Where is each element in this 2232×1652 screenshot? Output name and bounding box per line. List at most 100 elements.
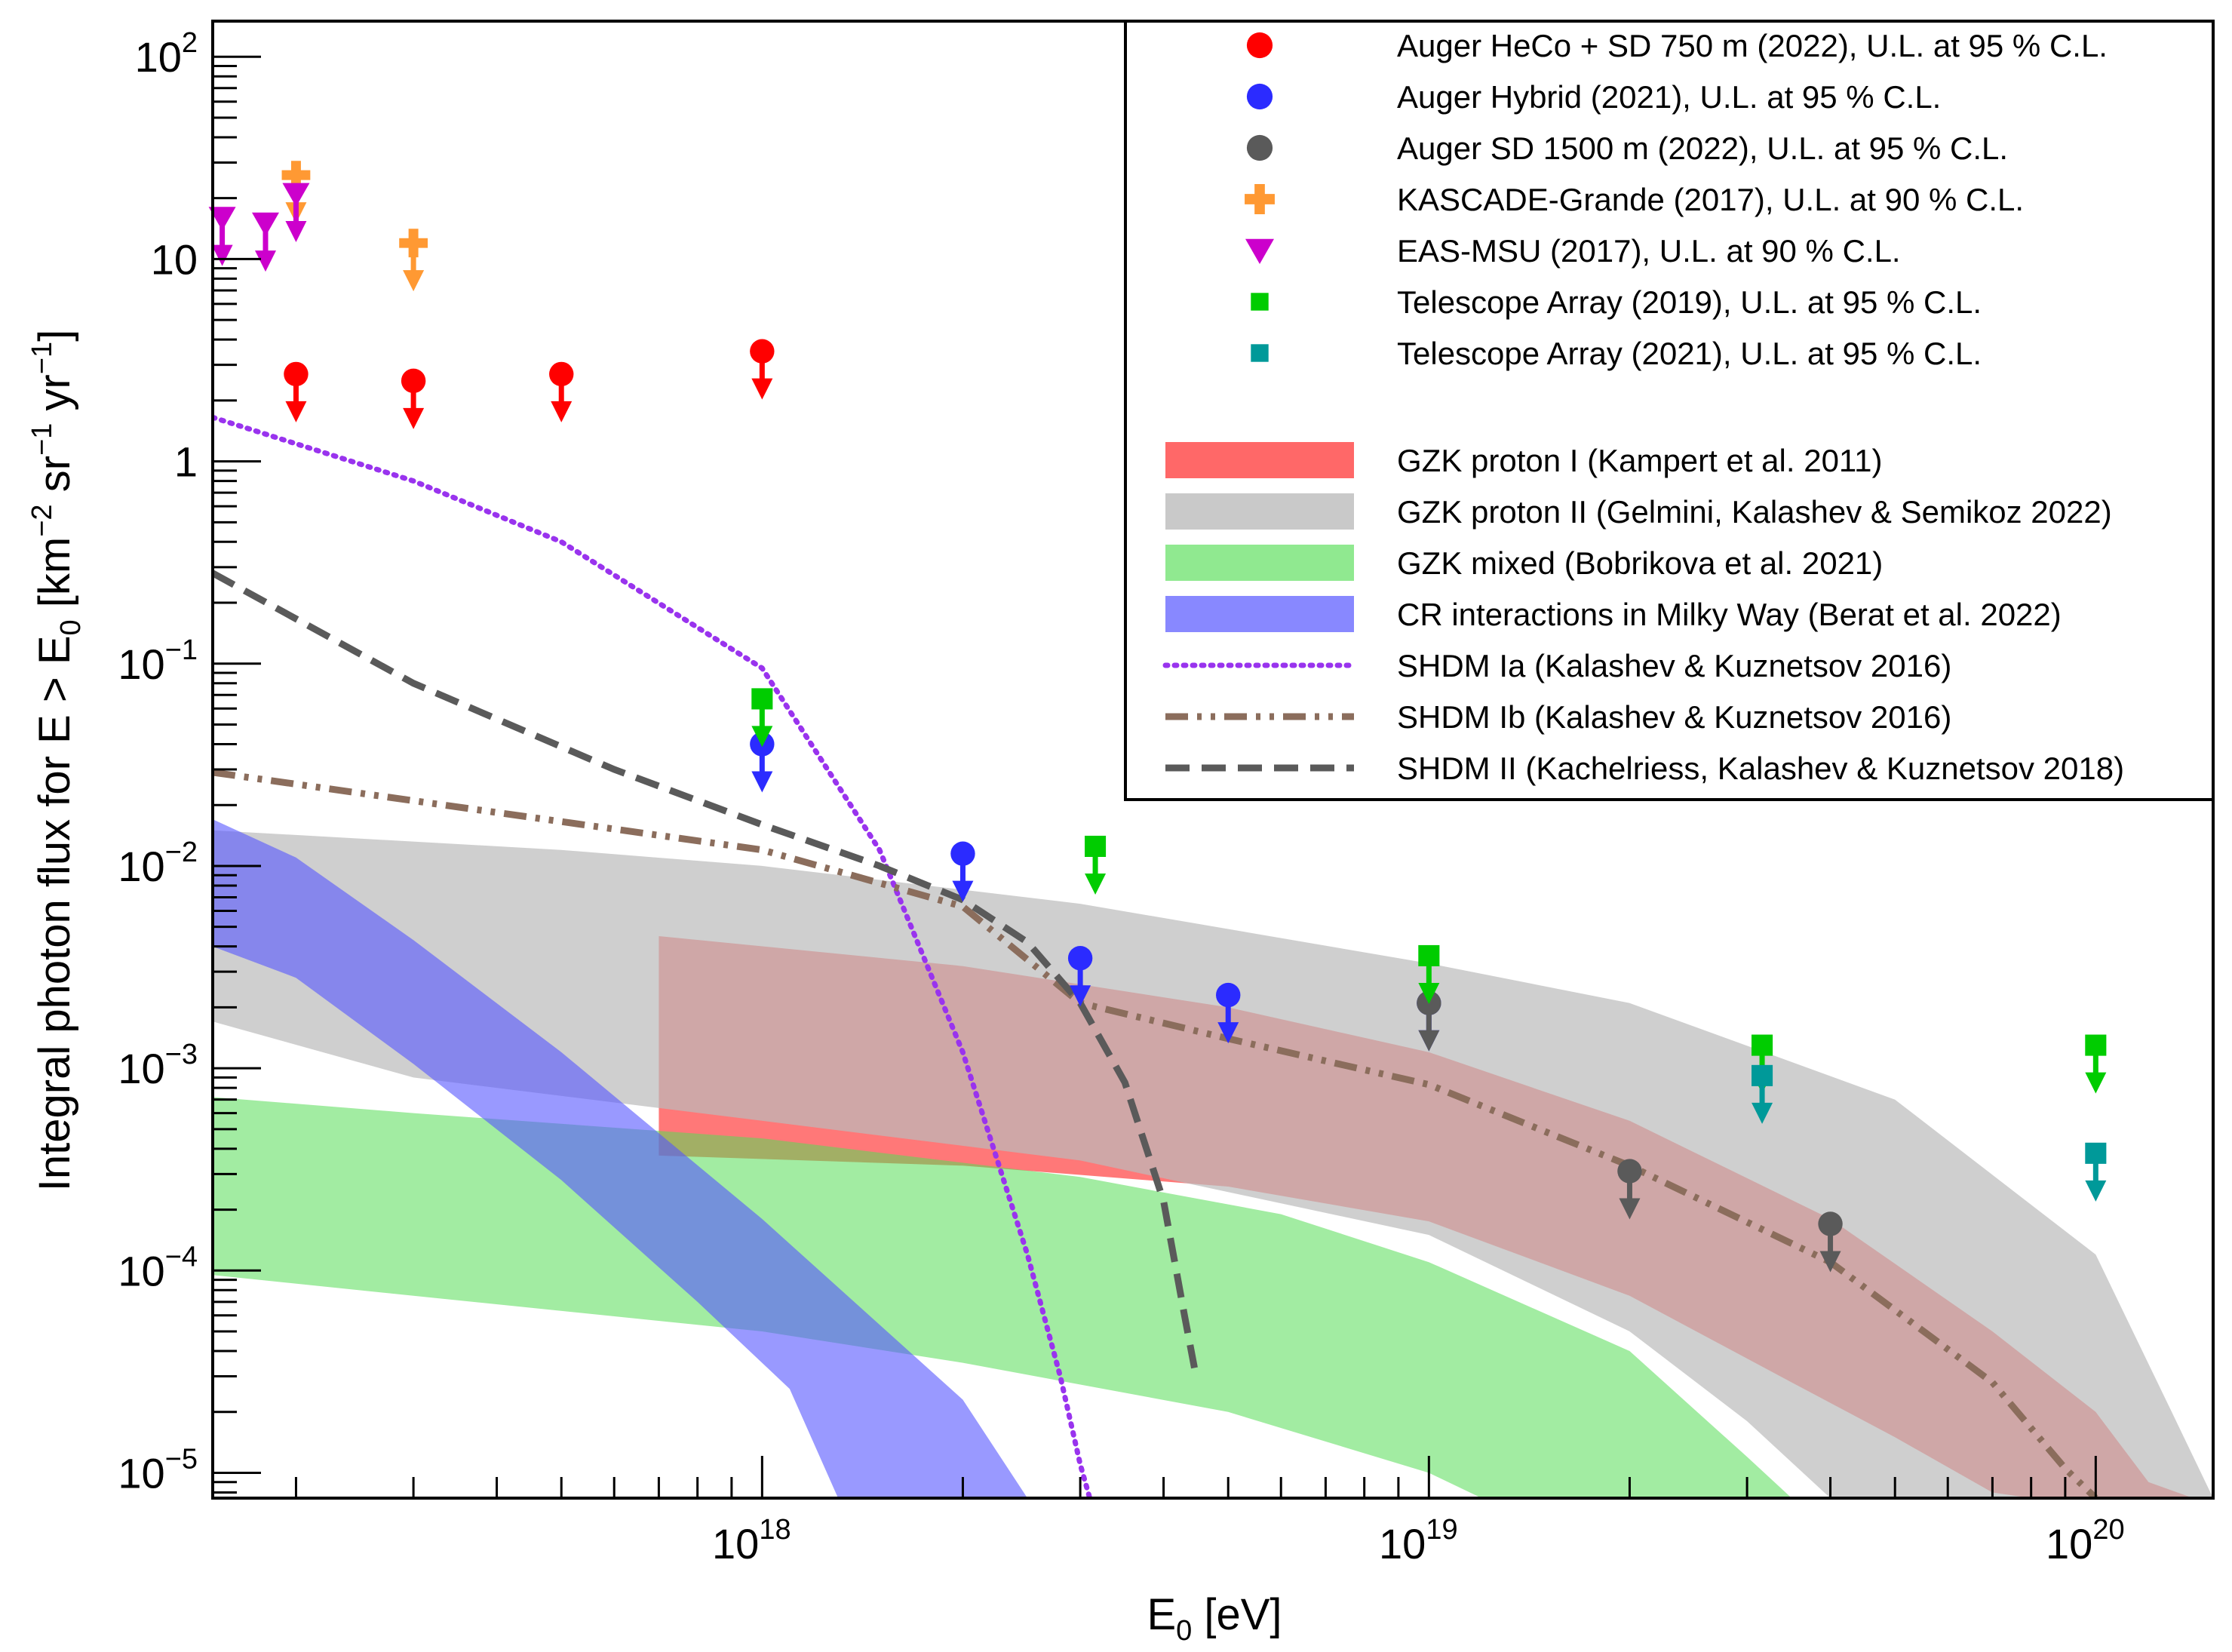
upper-limit-arrow-head <box>751 726 773 748</box>
x-tick-label: 1018 <box>712 1514 791 1568</box>
legend-band-swatch <box>1165 493 1354 530</box>
curve-shdm-ia-kalashev-kuznetsov-2016 <box>213 414 1093 1498</box>
x-tick-label: 1019 <box>1379 1514 1458 1568</box>
curve-shdm-ii-kachelriess-kalashev-kuznetsov-2018 <box>213 570 1198 1369</box>
marker-triangle <box>208 207 236 231</box>
legend-band-swatch <box>1165 545 1354 581</box>
y-axis-label-sup1: −2 <box>26 504 58 536</box>
legend-label: Auger SD 1500 m (2022), U.L. at 95 % C.L… <box>1397 131 2008 166</box>
y-tick-label-exponent: −5 <box>165 1443 198 1475</box>
data-point <box>401 368 426 429</box>
marker-square <box>1251 293 1269 311</box>
band-cr-interactions-in-milky-way-berat-et-al-2022 <box>213 819 1028 1498</box>
marker-cross <box>399 229 428 258</box>
y-tick-label-base: 10 <box>151 235 198 283</box>
upper-limit-arrow-head <box>751 771 773 793</box>
legend-label: SHDM Ia (Kalashev & Kuznetsov 2016) <box>1397 648 1951 683</box>
y-tick-label: 10−4 <box>118 1241 198 1294</box>
upper-limit-arrow-head <box>1752 1102 1773 1124</box>
upper-limit-arrow-head <box>1085 873 1107 895</box>
y-tick-label-base: 10 <box>118 1045 164 1092</box>
y-tick-label-base: 1 <box>174 438 198 486</box>
y-tick-label: 10−2 <box>118 837 198 890</box>
x-axis-label-sub: 0 <box>1176 1615 1192 1647</box>
series-telescope-array-2019-u-l-at-95-c-l <box>751 688 2107 1094</box>
legend-label: Auger Hybrid (2021), U.L. at 95 % C.L. <box>1397 79 1941 115</box>
y-tick-label-exponent: −3 <box>165 1039 198 1070</box>
data-point <box>284 361 309 422</box>
upper-limit-arrow-head <box>1619 1198 1641 1220</box>
y-tick-label: 10 <box>151 235 198 283</box>
data-point <box>208 207 236 266</box>
data-point <box>750 339 775 400</box>
x-tick-label-base: 10 <box>712 1520 759 1568</box>
legend-label: GZK mixed (Bobrikova et al. 2021) <box>1397 545 1883 581</box>
y-tick-label-exponent: 2 <box>182 27 198 59</box>
marker-circle <box>1246 32 1273 59</box>
upper-limit-arrow-head <box>952 880 974 902</box>
y-tick-label-base: 10 <box>135 33 182 81</box>
marker-square <box>2085 1142 2107 1164</box>
y-tick-label-base: 10 <box>118 843 164 890</box>
data-point <box>282 183 310 242</box>
marker-square <box>1251 344 1269 362</box>
upper-limit-arrow-head <box>1418 982 1440 1004</box>
x-tick-label-exponent: 19 <box>1426 1514 1457 1546</box>
legend-entry: Telescope Array (2019), U.L. at 95 % C.L… <box>1251 284 1982 320</box>
legend-label: GZK proton II (Gelmini, Kalashev & Semik… <box>1397 494 2112 530</box>
legend-entry: SHDM II (Kachelriess, Kalashev & Kuznets… <box>1165 751 2124 786</box>
marker-triangle <box>1245 238 1274 265</box>
upper-limit-arrow-head <box>1819 1251 1841 1273</box>
x-axis-label-base: E <box>1147 1590 1176 1639</box>
legend-band-swatch <box>1165 596 1354 632</box>
x-tick-label-exponent: 18 <box>759 1514 791 1546</box>
upper-limit-arrow-head <box>1217 1022 1239 1044</box>
y-tick-label: 10−3 <box>118 1039 198 1092</box>
upper-limit-arrow-head <box>254 250 276 272</box>
band-layer <box>213 819 2213 1498</box>
marker-circle <box>1617 1159 1642 1184</box>
x-tick-label-base: 10 <box>2046 1520 2092 1568</box>
upper-limit-arrow-head <box>1418 1030 1440 1052</box>
marker-circle <box>549 361 574 387</box>
y-tick-label-exponent: −2 <box>165 837 198 868</box>
y-axis-label-sup3: −1 <box>26 342 58 374</box>
legend-entry: Auger SD 1500 m (2022), U.L. at 95 % C.L… <box>1246 131 2008 166</box>
series-eas-msu-2017-u-l-at-90-c-l <box>208 183 310 272</box>
series-auger-sd-1500-m-2022-u-l-at-95-c-l <box>1417 990 1843 1273</box>
y-tick-label: 102 <box>135 27 198 81</box>
legend-entry: GZK proton I (Kampert et al. 2011) <box>1165 442 1883 478</box>
upper-limit-arrow-head <box>211 244 233 266</box>
upper-limit-arrow-head <box>751 378 773 400</box>
y-axis-label-part1: Integral photon flux for E > E <box>30 635 79 1191</box>
data-point <box>750 732 775 793</box>
y-tick-label-exponent: −1 <box>165 634 198 666</box>
curve-layer <box>213 414 2098 1498</box>
data-point <box>251 212 279 272</box>
marker-square <box>751 688 773 710</box>
band-gzk-proton-ii-gelmini-kalashev-semikoz-2022 <box>213 830 2213 1498</box>
y-axis-label-sub0: 0 <box>55 619 87 635</box>
legend-label: KASCADE-Grande (2017), U.L. at 90 % C.L. <box>1397 182 2024 217</box>
upper-limit-arrow-head <box>1070 985 1091 1007</box>
x-tick-label-exponent: 20 <box>2092 1514 2124 1546</box>
x-axis-label: E0 [eV] <box>1147 1590 1282 1647</box>
legend-label: Auger HeCo + SD 750 m (2022), U.L. at 95… <box>1397 28 2108 63</box>
upper-limit-arrow-head <box>285 401 307 422</box>
legend-entry: Auger Hybrid (2021), U.L. at 95 % C.L. <box>1246 79 1941 115</box>
marker-cross <box>281 161 311 190</box>
marker-circle <box>1818 1211 1843 1236</box>
data-point <box>1617 1159 1642 1220</box>
x-tick-label-base: 10 <box>1379 1520 1426 1568</box>
y-tick-label: 10−1 <box>118 634 198 688</box>
upper-limit-arrow-head <box>551 401 573 422</box>
y-axis-label-sup2: −1 <box>26 423 58 456</box>
legend-label: GZK proton I (Kampert et al. 2011) <box>1397 443 1883 478</box>
marker-cross <box>1245 184 1275 214</box>
legend-label: CR interactions in Milky Way (Berat et a… <box>1397 597 2062 632</box>
x-axis-label-rest: [eV] <box>1192 1590 1282 1639</box>
marker-circle <box>1067 946 1093 971</box>
marker-circle <box>284 361 309 387</box>
